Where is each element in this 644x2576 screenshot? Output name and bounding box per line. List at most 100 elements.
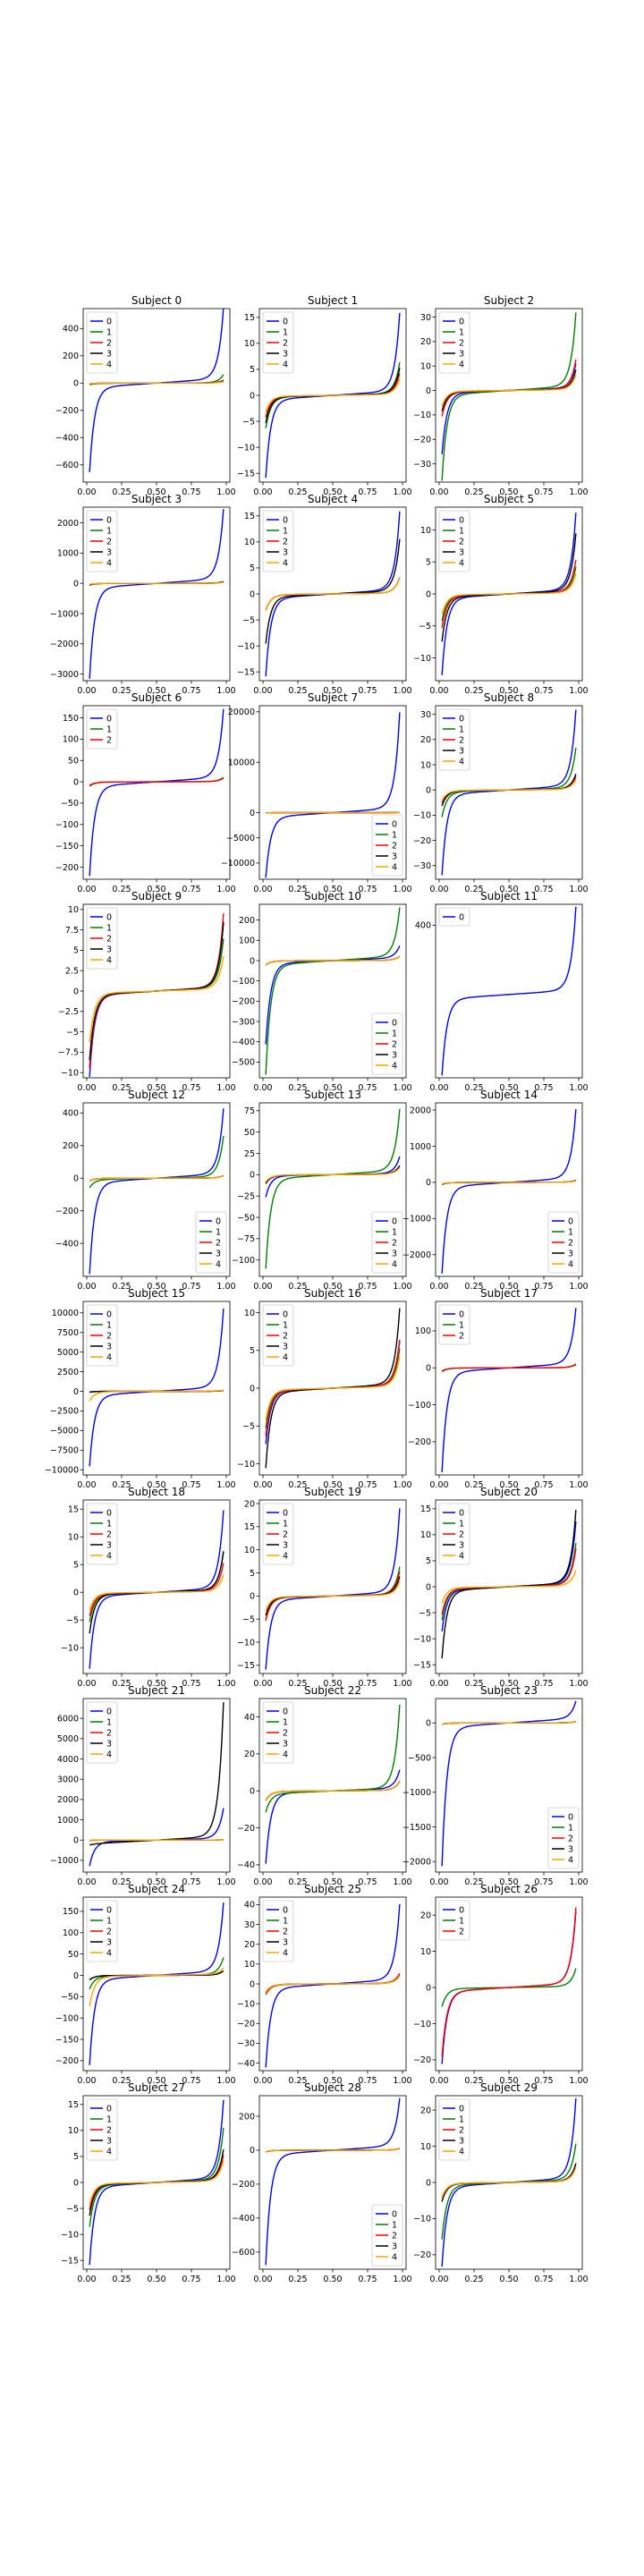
y-tick-label: 15 — [420, 1504, 431, 1514]
series-group — [265, 511, 401, 677]
y-tick-label: 400 — [63, 1109, 79, 1119]
y-tick-label: 20 — [244, 1499, 255, 1509]
series-group — [441, 1700, 577, 1867]
chart-subject-2: Subject 20.00 0.25 0.50 0.75 1.003020100−10−… — [413, 294, 589, 497]
x-tick-label: 0.00 — [253, 686, 272, 696]
y-tick-label: −200 — [232, 997, 255, 1007]
x-tick-label: 0.75 — [358, 2275, 377, 2284]
legend-label: 0 — [106, 1309, 112, 1319]
chart-title: Subject 23 — [480, 1684, 538, 1697]
series-group — [265, 712, 401, 878]
y-tick-label: 1000 — [410, 1142, 431, 1152]
y-tick-label: 50 — [244, 1128, 255, 1138]
x-tick-label: 0.00 — [429, 1480, 448, 1490]
x-tick-label: 0.50 — [147, 1877, 165, 1887]
x-tick-label: 0.50 — [147, 1282, 165, 1292]
legend-label: 2 — [283, 1530, 288, 1539]
x-tick-label: 0.50 — [147, 2275, 165, 2284]
x-tick-label: 0.75 — [182, 1282, 200, 1292]
legend-label: 4 — [459, 757, 464, 767]
y-tick-label: −10 — [61, 2230, 79, 2240]
x-tick-label: 0.75 — [534, 686, 553, 696]
y-tick-label: 5000 — [57, 1734, 79, 1744]
y-tick-label: −2500 — [50, 1407, 79, 1417]
y-tick-label: 30 — [420, 313, 431, 323]
x-tick-label: 1.00 — [569, 686, 588, 696]
legend-label: 4 — [283, 558, 288, 568]
chart-title: Subject 27 — [128, 2081, 185, 2094]
y-tick-label: 0 — [426, 1364, 431, 1374]
legend-label: 4 — [392, 1259, 397, 1269]
series-line-4 — [441, 573, 577, 614]
chart-subject-17: Subject 17 0.00 0.25 0.50 0.75 1.00 100 0 −100 −2… — [408, 1287, 589, 1490]
legend-label: 3 — [106, 1937, 112, 1947]
y-tick-label: −20 — [237, 1824, 255, 1834]
y-tick-label: 0 — [73, 2178, 79, 2188]
series-group — [89, 1902, 225, 2065]
x-tick-label: 1.00 — [393, 1877, 411, 1887]
legend-label: 2 — [283, 1728, 288, 1738]
legend-label: 0 — [568, 1216, 573, 1226]
y-tick-label: −10 — [413, 411, 431, 420]
series-line-0 — [89, 1808, 225, 1867]
legend-label: 3 — [459, 746, 464, 756]
x-tick-label: 0.25 — [288, 1480, 307, 1490]
x-tick-label: 0.75 — [182, 2076, 200, 2086]
x-tick-label: 0.25 — [464, 1282, 483, 1292]
legend-label: 2 — [106, 735, 112, 745]
x-tick-label: 0.50 — [323, 2076, 342, 2086]
y-tick-label: −5 — [66, 1616, 79, 1626]
x-tick-label: 1.00 — [569, 1282, 588, 1292]
x-tick-label: 1.00 — [393, 1480, 411, 1490]
legend-label: 0 — [283, 1905, 288, 1915]
y-tick-label: −10 — [413, 811, 431, 821]
legend-label: 2 — [568, 1834, 573, 1843]
legend-label: 2 — [392, 2231, 397, 2241]
series-line-4 — [265, 1166, 401, 1182]
y-tick-label: 5 — [73, 946, 79, 956]
chart-subject-13: Subject 13 0.00 0.25 0.50 0.75 1.00 75 50 25 0 −25… — [232, 1089, 412, 1292]
y-tick-label: −10 — [61, 1644, 79, 1654]
x-tick-label: 0.50 — [323, 1877, 342, 1887]
series-group — [89, 913, 225, 1077]
y-tick-label: −15 — [237, 667, 255, 677]
chart-title: Subject 2 — [484, 294, 534, 307]
y-tick-label: 5 — [426, 558, 431, 568]
series-line-4 — [89, 1839, 224, 1842]
x-tick-label: 0.50 — [499, 2076, 518, 2086]
x-tick-label: 0.00 — [253, 1083, 272, 1093]
series-line-4 — [266, 811, 400, 814]
legend-label: 1 — [568, 1823, 573, 1833]
x-tick-label: 1.00 — [216, 1282, 235, 1292]
y-tick-label: −10 — [237, 1638, 255, 1648]
legend: 012 — [438, 1304, 470, 1345]
x-tick-label: 0.25 — [112, 487, 131, 497]
y-tick-label: −1500 — [402, 1823, 431, 1833]
series-line-4 — [89, 1967, 225, 2007]
legend-label: 2 — [106, 338, 112, 348]
chart-title: Subject 8 — [484, 691, 534, 704]
y-tick-label: 6000 — [57, 1714, 79, 1724]
legend-label: 1 — [216, 1227, 221, 1237]
y-tick-label: 15 — [244, 1522, 255, 1532]
x-tick-label: 0.75 — [182, 1679, 200, 1689]
chart-subject-4: Subject 40.00 0.25 0.50 0.75 1.00151050−5−10… — [237, 493, 412, 696]
chart-subject-25: Subject 250.00 0.25 0.50 0.75 1.00403020100−… — [237, 1883, 412, 2086]
x-tick-label: 0.00 — [77, 1679, 96, 1689]
legend-label: 3 — [106, 1342, 112, 1352]
series-group — [441, 1308, 577, 1472]
legend-label: 2 — [459, 1331, 464, 1341]
x-tick-label: 0.00 — [429, 1877, 448, 1887]
series-group — [89, 309, 225, 472]
x-tick-label: 0.75 — [182, 885, 200, 894]
legend-label: 0 — [459, 912, 464, 922]
y-tick-label: 15 — [244, 313, 255, 323]
x-tick-label: 0.50 — [499, 2275, 518, 2284]
series-group — [89, 1510, 225, 1669]
legend-label: 3 — [106, 945, 112, 954]
x-tick-label: 0.50 — [323, 2275, 342, 2284]
x-tick-label: 0.25 — [288, 686, 307, 696]
